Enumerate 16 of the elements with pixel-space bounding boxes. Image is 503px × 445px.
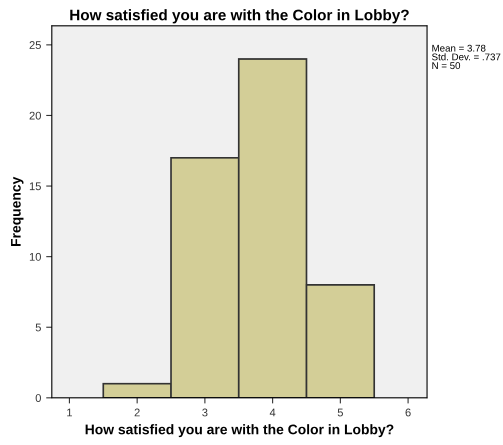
y-axis-title: Frequency [11,176,24,246]
x-tick-label: 2 [134,408,140,416]
x-tick-label: 1 [67,408,72,416]
y-tick-label: 20 [30,112,41,120]
y-tick-label: 10 [30,252,41,261]
x-axis-title: How satisfied you are with the Color in Lobby? [86,424,394,438]
x-tick-label: 4 [270,408,276,416]
y-tick-label: 15 [30,182,41,190]
y-tick-label: 0 [36,394,41,402]
x-tick-label: 3 [202,408,208,416]
x-tick-label: 5 [338,408,343,416]
text: Mean = 3.78 Std. Dev. = .737 N = 50 [432,44,500,70]
chart-title: How satisfied you are with the Color in Lobby? [70,9,409,24]
y-tick-label: 5 [36,324,41,332]
x-tick-label: 6 [406,408,411,416]
y-tick-label: 25 [30,41,41,50]
